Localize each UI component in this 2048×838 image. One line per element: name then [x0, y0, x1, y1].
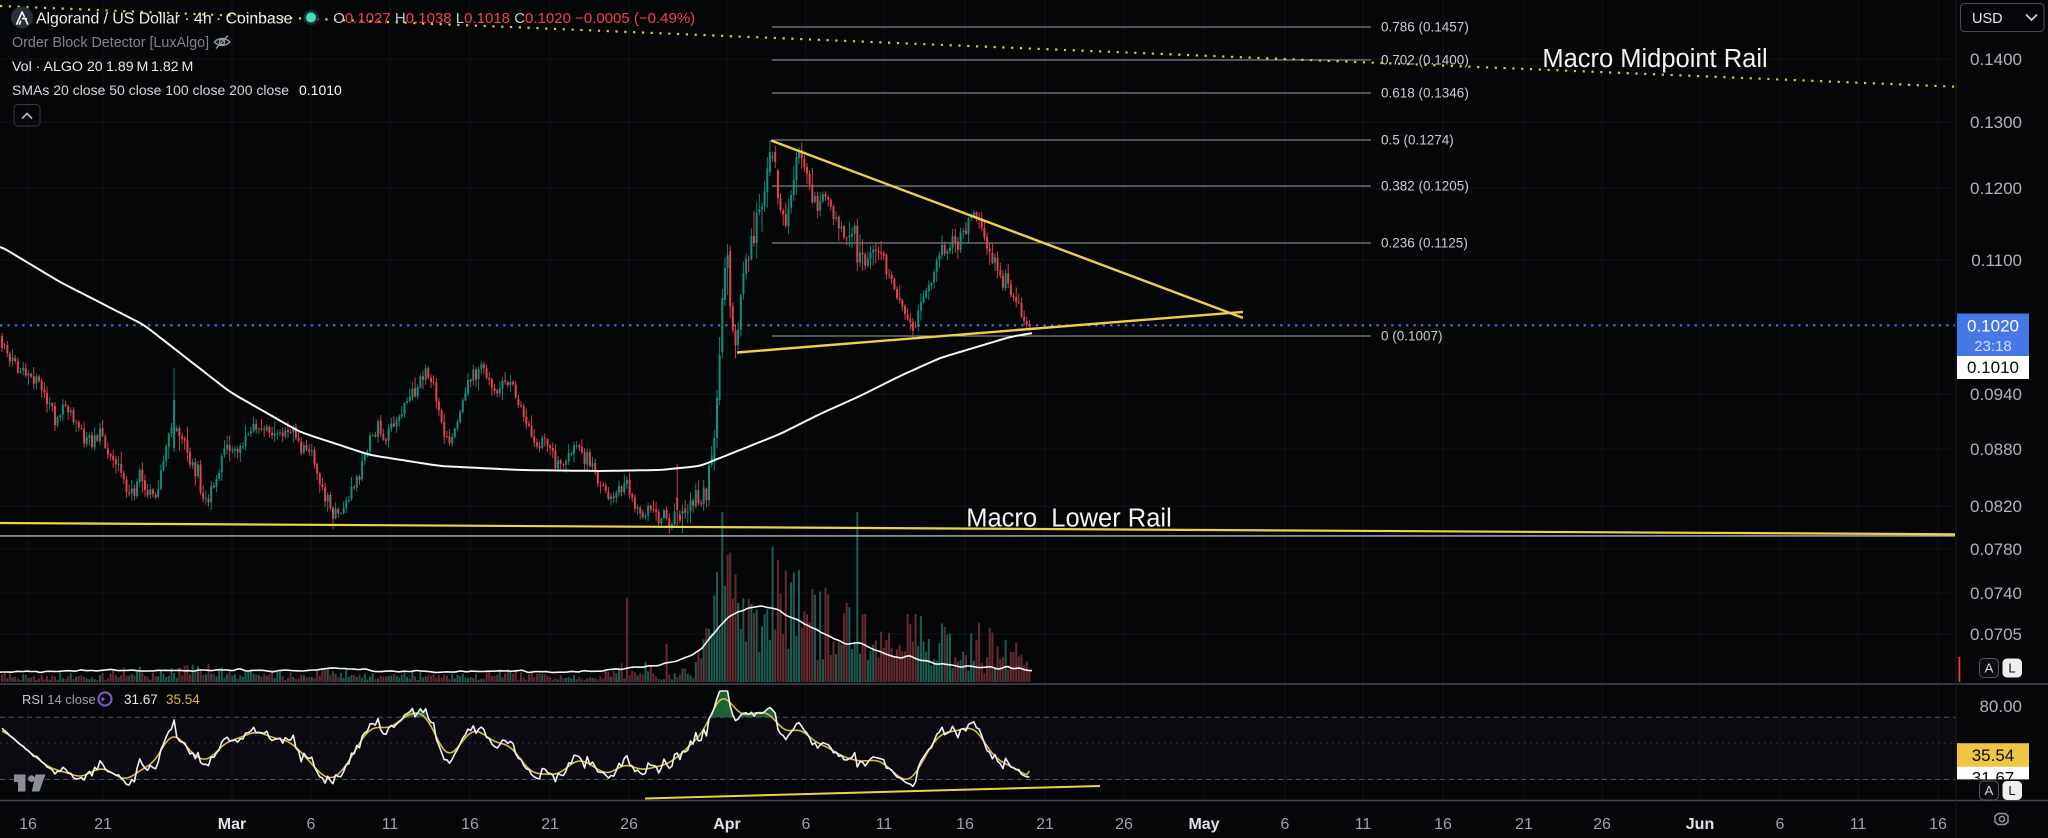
svg-text:0.382 (0.1205): 0.382 (0.1205): [1381, 179, 1469, 194]
svg-text:21: 21: [541, 816, 559, 833]
svg-text:1.89 M: 1.89 M: [106, 59, 148, 75]
svg-text:16: 16: [19, 816, 37, 833]
svg-text:0.1010: 0.1010: [299, 82, 342, 98]
svg-text:A: A: [1985, 783, 1994, 798]
svg-text:11: 11: [382, 816, 399, 833]
svg-text:1.82 M: 1.82 M: [151, 59, 193, 75]
svg-text:11: 11: [876, 816, 893, 833]
svg-text:6: 6: [802, 816, 811, 833]
svg-text:RSI 14 close: RSI 14 close: [22, 692, 96, 707]
svg-text:35.54: 35.54: [166, 692, 200, 707]
svg-text:L: L: [2008, 661, 2015, 676]
svg-text:11: 11: [1850, 816, 1867, 833]
svg-text:Macro Midpoint Rail: Macro Midpoint Rail: [1542, 45, 1767, 73]
svg-text:80.00: 80.00: [1979, 697, 2022, 716]
svg-text:31.67: 31.67: [1972, 769, 2015, 788]
svg-text:0.0820: 0.0820: [1970, 497, 2022, 516]
svg-text:26: 26: [1115, 816, 1133, 833]
svg-text:0.0880: 0.0880: [1970, 440, 2022, 459]
svg-text:USD: USD: [1972, 11, 2003, 27]
svg-text:0.1400: 0.1400: [1970, 50, 2022, 69]
svg-text:21: 21: [94, 816, 112, 833]
svg-text:16: 16: [956, 816, 974, 833]
svg-text:Vol · ALGO 20: Vol · ALGO 20: [12, 59, 103, 75]
svg-text:Algorand / US Dollar · 4h · Co: Algorand / US Dollar · 4h · Coinbase: [36, 11, 293, 28]
svg-text:23:18: 23:18: [1974, 338, 2012, 355]
svg-text:Apr: Apr: [713, 816, 741, 833]
svg-text:· O0.1027 H0.1038 L0.1018 C0.1: · O0.1027 H0.1038 L0.1018 C0.1020 −0.000…: [324, 10, 695, 27]
svg-text:0.1020: 0.1020: [1967, 317, 2019, 336]
svg-text:26: 26: [620, 816, 638, 833]
svg-text:Jun: Jun: [1686, 816, 1714, 833]
svg-text:6: 6: [1281, 816, 1290, 833]
svg-text:0.0940: 0.0940: [1970, 385, 2022, 404]
svg-text:0.786 (0.1457): 0.786 (0.1457): [1381, 20, 1469, 35]
svg-text:0.236 (0.1125): 0.236 (0.1125): [1381, 236, 1468, 251]
svg-text:0.5 (0.1274): 0.5 (0.1274): [1381, 133, 1454, 148]
svg-text:0 (0.1007): 0 (0.1007): [1381, 329, 1443, 344]
svg-text:Mar: Mar: [218, 816, 246, 833]
svg-text:21: 21: [1515, 816, 1533, 833]
svg-text:0.0705: 0.0705: [1970, 625, 2022, 644]
svg-text:0.0740: 0.0740: [1970, 584, 2022, 603]
svg-text:16: 16: [1929, 816, 1947, 833]
svg-text:A: A: [1985, 661, 1994, 676]
svg-text:0.1300: 0.1300: [1970, 113, 2022, 132]
svg-text:0.702 (0.1400): 0.702 (0.1400): [1381, 53, 1469, 68]
svg-text:16: 16: [461, 816, 479, 833]
svg-text:11: 11: [1355, 816, 1372, 833]
svg-text:May: May: [1188, 816, 1219, 833]
svg-text:31.67: 31.67: [124, 692, 158, 707]
svg-text:0.0780: 0.0780: [1970, 540, 2022, 559]
svg-text:35.54: 35.54: [1972, 746, 2015, 765]
svg-text:SMAs 20 close 50 close 100 clo: SMAs 20 close 50 close 100 close 200 clo…: [12, 82, 289, 98]
svg-text:0.1200: 0.1200: [1970, 179, 2022, 198]
svg-text:6: 6: [1776, 816, 1785, 833]
svg-text:0.1010: 0.1010: [1967, 358, 2019, 377]
svg-text:16: 16: [1434, 816, 1452, 833]
svg-text:26: 26: [1593, 816, 1611, 833]
svg-text:0.618 (0.1346): 0.618 (0.1346): [1381, 86, 1469, 101]
svg-text:Macro Lower Rail: Macro Lower Rail: [966, 505, 1171, 533]
svg-text:Order Block Detector [LuxAlgo]: Order Block Detector [LuxAlgo]: [12, 35, 209, 51]
svg-text:L: L: [2008, 783, 2015, 798]
svg-text:6: 6: [307, 816, 316, 833]
svg-text:0.1100: 0.1100: [1971, 251, 2022, 270]
svg-text:21: 21: [1036, 816, 1054, 833]
